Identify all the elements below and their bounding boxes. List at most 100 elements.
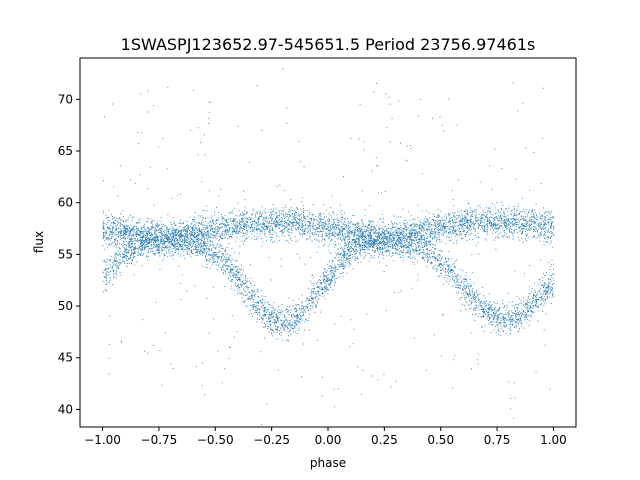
data-point xyxy=(464,210,466,212)
data-point xyxy=(231,223,233,225)
data-point xyxy=(388,254,390,256)
data-point xyxy=(289,222,291,224)
data-point xyxy=(323,279,325,281)
data-point xyxy=(210,227,212,229)
data-point xyxy=(486,300,488,302)
data-point xyxy=(433,218,435,220)
data-point xyxy=(386,230,387,232)
data-point xyxy=(138,231,140,233)
data-point xyxy=(231,264,233,266)
data-point xyxy=(251,221,253,223)
data-point xyxy=(106,290,108,292)
data-point xyxy=(233,229,235,231)
data-point xyxy=(506,223,508,225)
data-point xyxy=(139,230,141,232)
data-point xyxy=(228,234,230,236)
data-point xyxy=(298,321,300,323)
data-point xyxy=(490,308,492,310)
data-point xyxy=(110,224,112,226)
data-point xyxy=(408,246,410,248)
data-point xyxy=(248,224,250,226)
data-point xyxy=(155,243,157,245)
data-point xyxy=(228,213,230,215)
data-point xyxy=(155,224,157,226)
data-point xyxy=(294,214,296,216)
data-point xyxy=(521,225,523,227)
data-point xyxy=(382,229,384,231)
data-point xyxy=(156,222,158,224)
data-point xyxy=(422,228,424,230)
data-point xyxy=(192,249,194,250)
data-point xyxy=(400,227,402,228)
data-point xyxy=(128,234,130,236)
data-point xyxy=(355,229,357,231)
data-point xyxy=(458,221,460,223)
data-point xyxy=(277,326,279,328)
data-point xyxy=(151,239,153,241)
data-point xyxy=(340,220,341,222)
data-point xyxy=(294,216,296,218)
data-point xyxy=(343,237,345,239)
data-point xyxy=(538,228,539,230)
data-point xyxy=(468,219,470,221)
data-point xyxy=(320,288,322,290)
data-point xyxy=(324,276,326,278)
data-point xyxy=(207,231,209,233)
data-point xyxy=(106,223,107,225)
data-point xyxy=(325,223,327,225)
data-point xyxy=(408,246,410,248)
data-point xyxy=(426,247,428,249)
data-point xyxy=(329,233,331,235)
data-point xyxy=(108,209,110,211)
data-point xyxy=(209,229,211,231)
data-point xyxy=(144,228,146,230)
data-point xyxy=(536,214,538,216)
data-point xyxy=(282,224,284,226)
data-point xyxy=(166,237,168,239)
data-point xyxy=(300,226,302,228)
data-point xyxy=(136,233,137,235)
data-point xyxy=(456,218,458,219)
data-point xyxy=(385,230,387,232)
data-point xyxy=(123,224,125,226)
data-point xyxy=(113,221,115,223)
data-point xyxy=(238,210,240,212)
data-point xyxy=(457,224,459,226)
data-point xyxy=(313,214,315,216)
data-point xyxy=(245,233,246,234)
data-point xyxy=(225,219,227,221)
data-point xyxy=(501,328,503,330)
data-point xyxy=(141,231,142,233)
data-point xyxy=(119,233,121,235)
data-point xyxy=(386,228,388,230)
data-point xyxy=(533,222,535,224)
data-point xyxy=(223,230,225,232)
data-point xyxy=(337,234,339,236)
data-point xyxy=(140,242,142,244)
data-point xyxy=(459,234,461,236)
data-point xyxy=(237,271,238,273)
data-point xyxy=(347,241,348,243)
data-point xyxy=(484,216,486,217)
data-point xyxy=(540,234,542,236)
data-point xyxy=(231,275,233,277)
data-point xyxy=(128,226,130,228)
data-point xyxy=(141,237,143,239)
data-point xyxy=(157,249,159,250)
data-point xyxy=(360,249,362,251)
data-point xyxy=(180,223,182,225)
data-point xyxy=(120,253,122,255)
data-point xyxy=(255,229,257,231)
data-point xyxy=(115,234,117,236)
data-point xyxy=(490,301,492,303)
data-point xyxy=(242,214,244,216)
data-point xyxy=(528,219,530,221)
data-point xyxy=(217,232,219,234)
data-point xyxy=(436,239,438,241)
data-point xyxy=(154,227,156,229)
data-point xyxy=(277,220,279,222)
data-point xyxy=(351,243,353,245)
data-point xyxy=(191,226,192,228)
data-point xyxy=(172,237,174,239)
data-point xyxy=(374,240,376,242)
